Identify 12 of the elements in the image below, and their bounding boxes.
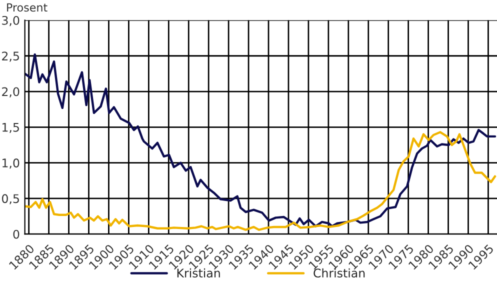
- y-tick-label: 3,0: [2, 16, 20, 26]
- y-tick-label: 0,5: [2, 194, 19, 204]
- y-tick-label: 1,0: [2, 158, 20, 169]
- y-tick-label: 2,5: [2, 52, 19, 62]
- y-tick-label: 0: [13, 230, 20, 239]
- y-tick-label: 1,5: [2, 123, 19, 134]
- y-axis-title: Prosent: [7, 3, 48, 12]
- legend-label: Christian: [314, 268, 365, 278]
- line-series: [24, 53, 496, 228]
- legend-label: Kristian: [177, 268, 220, 278]
- y-tick-label: 2,0: [2, 87, 20, 98]
- line-series: [24, 131, 496, 231]
